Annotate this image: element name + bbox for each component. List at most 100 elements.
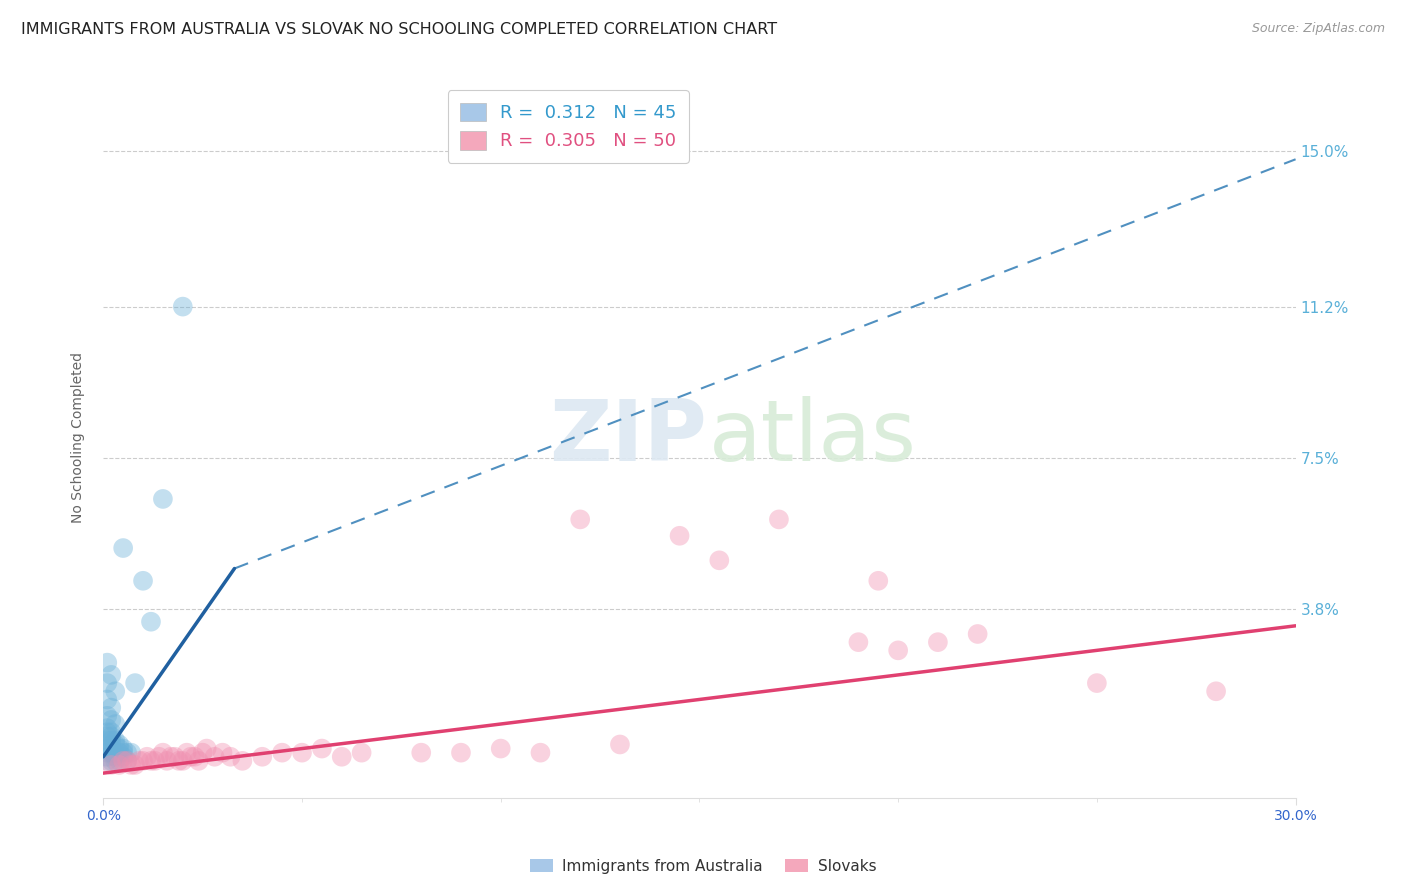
Point — [108, 758, 131, 772]
Point — [96, 721, 118, 735]
Point — [330, 749, 353, 764]
Point — [100, 741, 122, 756]
Point — [100, 758, 122, 772]
Point — [120, 746, 142, 760]
Point — [1205, 684, 1227, 698]
Point — [104, 749, 127, 764]
Point — [768, 512, 790, 526]
Point — [120, 758, 142, 772]
Point — [350, 746, 373, 760]
Point — [887, 643, 910, 657]
Point — [143, 754, 166, 768]
Point — [96, 733, 118, 747]
Point — [108, 746, 131, 760]
Point — [128, 754, 150, 768]
Point — [927, 635, 949, 649]
Point — [96, 676, 118, 690]
Point — [100, 668, 122, 682]
Point — [167, 754, 190, 768]
Point — [100, 746, 122, 760]
Point — [156, 754, 179, 768]
Point — [195, 741, 218, 756]
Point — [104, 684, 127, 698]
Point — [1085, 676, 1108, 690]
Point — [191, 746, 214, 760]
Point — [211, 746, 233, 760]
Point — [252, 749, 274, 764]
Point — [124, 758, 146, 772]
Point — [108, 741, 131, 756]
Point — [271, 746, 294, 760]
Point — [100, 729, 122, 743]
Point — [104, 733, 127, 747]
Point — [152, 746, 174, 760]
Point — [411, 746, 433, 760]
Legend: R =  0.312   N = 45, R =  0.305   N = 50: R = 0.312 N = 45, R = 0.305 N = 50 — [447, 90, 689, 163]
Point — [172, 754, 194, 768]
Point — [291, 746, 314, 760]
Point — [112, 746, 135, 760]
Point — [183, 749, 205, 764]
Point — [100, 733, 122, 747]
Point — [172, 300, 194, 314]
Point — [163, 749, 186, 764]
Point — [115, 754, 138, 768]
Point — [132, 754, 155, 768]
Point — [108, 738, 131, 752]
Point — [100, 754, 122, 768]
Text: ZIP: ZIP — [548, 396, 707, 479]
Point — [204, 749, 226, 764]
Point — [152, 491, 174, 506]
Point — [180, 749, 202, 764]
Legend: Immigrants from Australia, Slovaks: Immigrants from Australia, Slovaks — [523, 853, 883, 880]
Point — [176, 746, 198, 760]
Point — [96, 725, 118, 739]
Point — [709, 553, 731, 567]
Point — [112, 741, 135, 756]
Point — [450, 746, 472, 760]
Point — [104, 717, 127, 731]
Point — [96, 729, 118, 743]
Point — [848, 635, 870, 649]
Point — [112, 754, 135, 768]
Point — [100, 725, 122, 739]
Point — [868, 574, 890, 588]
Point — [96, 656, 118, 670]
Point — [104, 746, 127, 760]
Point — [96, 741, 118, 756]
Point — [96, 754, 118, 768]
Point — [104, 754, 127, 768]
Point — [148, 749, 170, 764]
Point — [966, 627, 988, 641]
Point — [96, 746, 118, 760]
Point — [569, 512, 592, 526]
Point — [668, 529, 690, 543]
Point — [139, 754, 162, 768]
Point — [187, 754, 209, 768]
Point — [108, 754, 131, 768]
Point — [311, 741, 333, 756]
Point — [132, 574, 155, 588]
Point — [219, 749, 242, 764]
Point — [100, 700, 122, 714]
Point — [489, 741, 512, 756]
Point — [115, 746, 138, 760]
Point — [124, 676, 146, 690]
Point — [529, 746, 551, 760]
Y-axis label: No Schooling Completed: No Schooling Completed — [72, 352, 86, 523]
Point — [112, 541, 135, 555]
Text: atlas: atlas — [709, 396, 917, 479]
Point — [139, 615, 162, 629]
Text: IMMIGRANTS FROM AUSTRALIA VS SLOVAK NO SCHOOLING COMPLETED CORRELATION CHART: IMMIGRANTS FROM AUSTRALIA VS SLOVAK NO S… — [21, 22, 778, 37]
Point — [115, 754, 138, 768]
Point — [112, 749, 135, 764]
Point — [104, 738, 127, 752]
Text: Source: ZipAtlas.com: Source: ZipAtlas.com — [1251, 22, 1385, 36]
Point — [160, 749, 183, 764]
Point — [231, 754, 253, 768]
Point — [609, 738, 631, 752]
Point — [100, 738, 122, 752]
Point — [136, 749, 159, 764]
Point — [96, 708, 118, 723]
Point — [96, 749, 118, 764]
